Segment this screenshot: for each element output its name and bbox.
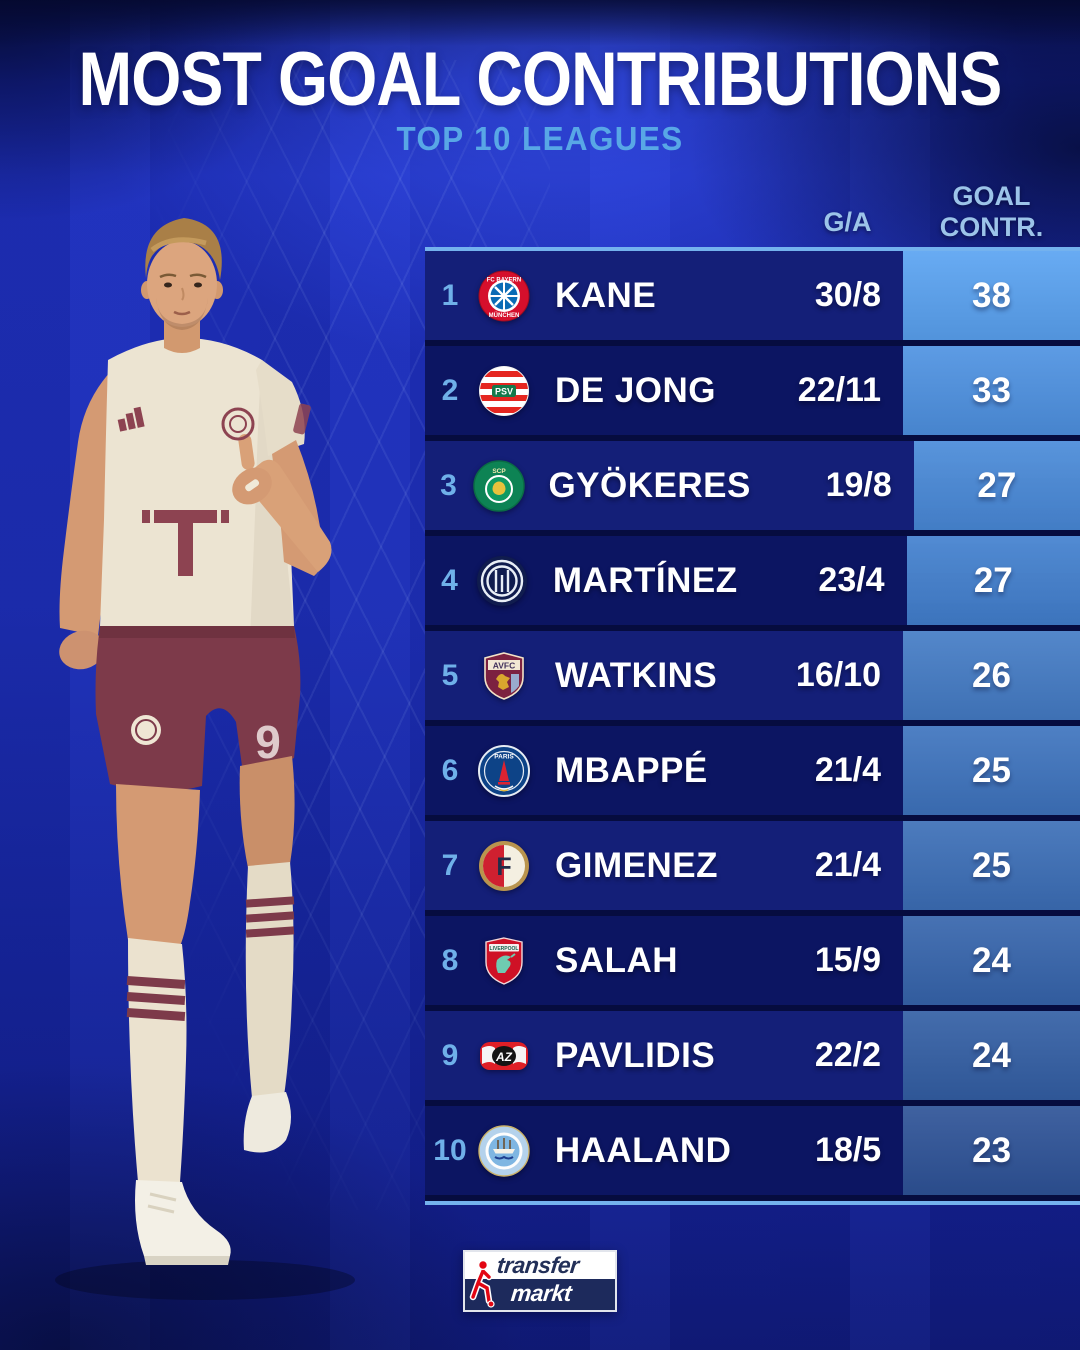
rank-label: 1 bbox=[441, 278, 459, 312]
rank-label: 8 bbox=[441, 943, 459, 977]
goal-contributions-value: 27 bbox=[906, 536, 1080, 625]
club-badge-icon-sporting: SCP bbox=[472, 459, 526, 512]
svg-text:MÜNCHEN: MÜNCHEN bbox=[489, 312, 520, 319]
goal-contributions-value: 25 bbox=[903, 821, 1080, 910]
goal-contributions-value: 24 bbox=[903, 916, 1080, 1005]
goal-contributions-value: 25 bbox=[903, 726, 1080, 815]
club-badge-icon-psg: PARIS bbox=[475, 744, 533, 797]
ranking-table: 1 FC BAYERNMÜNCHEN KANE 30/8 38 2 PSV DE… bbox=[425, 247, 1080, 1205]
ga-value: 23/4 bbox=[818, 561, 885, 599]
player-name: PAVLIDIS bbox=[555, 1035, 716, 1075]
ga-value: 16/10 bbox=[795, 656, 881, 694]
logo-word-transfer: transfer bbox=[495, 1252, 581, 1278]
club-badge-icon-psv: PSV bbox=[475, 365, 533, 417]
rank-label: 2 bbox=[441, 373, 459, 407]
table-row: 7 F GIMENEZ 21/4 25 bbox=[425, 821, 1080, 910]
logo-word-markt: markt bbox=[509, 1280, 573, 1306]
table-row: 5 AVFC WATKINS 16/10 26 bbox=[425, 631, 1080, 720]
rank-label: 10 bbox=[433, 1133, 467, 1167]
column-header-goal-line2: CONTR. bbox=[939, 212, 1044, 242]
rank-label: 6 bbox=[441, 753, 459, 787]
svg-text:AVFC: AVFC bbox=[493, 660, 516, 670]
ga-value: 19/8 bbox=[825, 466, 892, 504]
club-badge-icon-az: AZ bbox=[475, 1030, 533, 1082]
ga-value: 22/11 bbox=[797, 371, 881, 409]
ga-value: 18/5 bbox=[815, 1131, 882, 1169]
ga-value: 21/4 bbox=[814, 846, 881, 884]
rank-label: 5 bbox=[441, 658, 459, 692]
page-title: MOST GOAL CONTRIBUTIONS bbox=[78, 35, 1002, 122]
player-photo-harry-kane: 9 bbox=[55, 218, 355, 1300]
table-row: 2 PSV DE JONG 22/11 33 bbox=[425, 346, 1080, 435]
column-header-goal-contr: GOAL CONTR. bbox=[903, 181, 1080, 243]
ga-value: 30/8 bbox=[814, 276, 881, 314]
goal-contributions-value: 24 bbox=[903, 1011, 1080, 1100]
goal-contributions-value: 38 bbox=[903, 251, 1080, 340]
table-row: 8 LIVERPOOL SALAH 15/9 24 bbox=[425, 916, 1080, 1005]
club-badge-icon-aston-villa: AVFC bbox=[475, 650, 533, 702]
goal-contributions-value: 27 bbox=[913, 441, 1080, 530]
table-row: 4 MARTÍNEZ 23/4 27 bbox=[425, 536, 1080, 625]
player-name: SALAH bbox=[555, 940, 679, 980]
club-badge-icon-liverpool: LIVERPOOL bbox=[475, 935, 533, 987]
player-name: DE JONG bbox=[555, 370, 717, 410]
player-name: HAALAND bbox=[554, 1130, 732, 1170]
svg-text:PSV: PSV bbox=[495, 386, 513, 396]
club-badge-icon-bayern: FC BAYERNMÜNCHEN bbox=[475, 270, 533, 322]
table-row: 1 FC BAYERNMÜNCHEN KANE 30/8 38 bbox=[425, 251, 1080, 340]
ga-value: 21/4 bbox=[814, 751, 881, 789]
logo-kicker-icon bbox=[469, 1259, 495, 1308]
goal-contributions-value: 23 bbox=[903, 1106, 1080, 1195]
player-name: WATKINS bbox=[555, 655, 718, 695]
goal-contributions-value: 26 bbox=[903, 631, 1080, 720]
transfermarkt-logo: transfer markt bbox=[463, 1250, 617, 1312]
player-name: MBAPPÉ bbox=[555, 750, 708, 790]
player-name: KANE bbox=[555, 275, 657, 315]
club-badge-icon-man-city bbox=[475, 1124, 533, 1177]
rank-label: 7 bbox=[441, 848, 459, 882]
ga-value: 22/2 bbox=[814, 1036, 881, 1074]
column-header-goal-line1: GOAL bbox=[952, 181, 1031, 211]
svg-text:SCP: SCP bbox=[493, 468, 507, 475]
club-badge-icon-inter bbox=[474, 555, 531, 607]
table-row: 9 AZ PAVLIDIS 22/2 24 bbox=[425, 1011, 1080, 1100]
ga-value: 15/9 bbox=[814, 941, 881, 979]
svg-text:PARIS: PARIS bbox=[494, 753, 514, 760]
table-bottom-border bbox=[425, 1201, 1080, 1205]
player-name: MARTÍNEZ bbox=[552, 560, 738, 600]
svg-text:9: 9 bbox=[255, 716, 281, 768]
table-row: 3 SCP GYÖKERES 19/8 27 bbox=[425, 441, 1080, 530]
column-header-ga: G/A bbox=[823, 207, 872, 237]
table-top-border bbox=[425, 247, 1080, 251]
page-subtitle: TOP 10 LEAGUES bbox=[396, 120, 684, 157]
club-badge-icon-feyenoord: F bbox=[475, 840, 533, 892]
svg-text:LIVERPOOL: LIVERPOOL bbox=[490, 946, 519, 952]
player-name: GIMENEZ bbox=[555, 845, 718, 885]
svg-text:AZ: AZ bbox=[495, 1050, 513, 1064]
rank-label: 4 bbox=[441, 563, 458, 597]
table-row: 6 PARIS MBAPPÉ 21/4 25 bbox=[425, 726, 1080, 815]
goal-contributions-value: 33 bbox=[903, 346, 1080, 435]
svg-text:F: F bbox=[496, 853, 511, 881]
rank-label: 9 bbox=[441, 1038, 459, 1072]
rank-label: 3 bbox=[440, 468, 457, 502]
player-name: GYÖKERES bbox=[548, 465, 751, 505]
table-row: 10 HAALAND 18/5 23 bbox=[425, 1106, 1080, 1195]
